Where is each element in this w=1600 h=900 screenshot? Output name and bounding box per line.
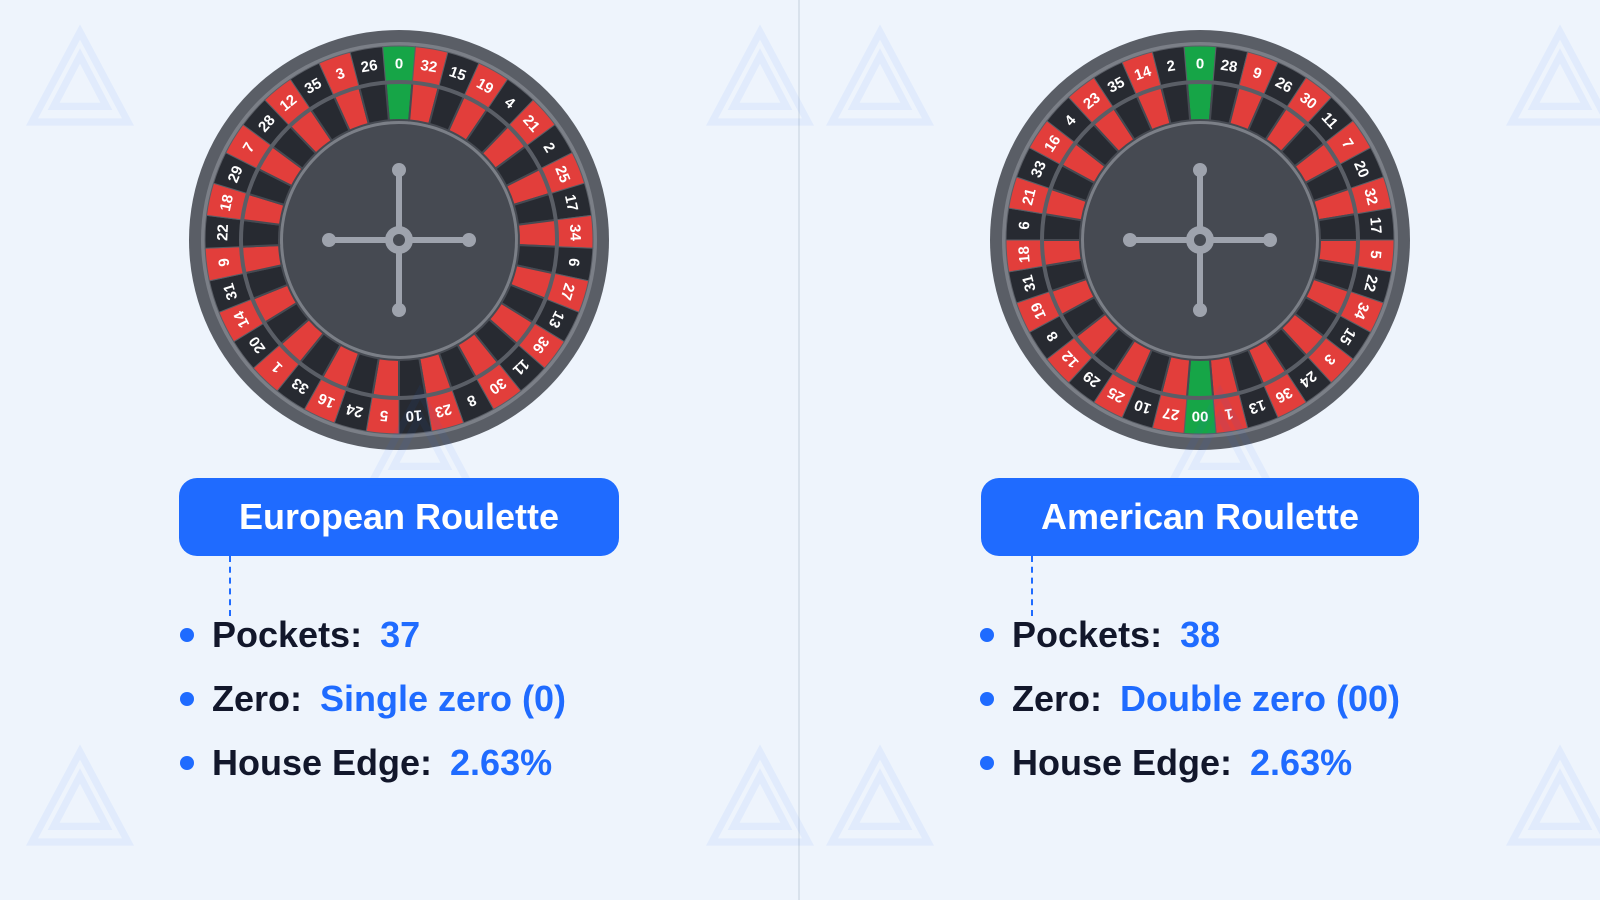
title-badge-american: American Roulette <box>981 478 1419 556</box>
svg-text:6: 6 <box>1016 221 1034 231</box>
bullet-icon <box>180 692 194 706</box>
stat-value: Single zero (0) <box>320 678 566 720</box>
svg-text:17: 17 <box>1366 216 1384 234</box>
svg-text:10: 10 <box>405 406 423 424</box>
stat-label: House Edge: <box>212 742 432 784</box>
stat-label: House Edge: <box>1012 742 1232 784</box>
title-text: American Roulette <box>1041 496 1359 537</box>
stat-row: Pockets: 37 <box>180 614 566 656</box>
svg-text:17: 17 <box>561 193 581 213</box>
stat-value: 37 <box>380 614 420 656</box>
svg-text:32: 32 <box>419 57 438 77</box>
svg-text:27: 27 <box>1161 404 1180 424</box>
svg-text:0: 0 <box>395 56 403 73</box>
bullet-icon <box>980 756 994 770</box>
stat-value: 38 <box>1180 614 1220 656</box>
stat-row: Zero: Single zero (0) <box>180 678 566 720</box>
connector-line <box>1031 556 1033 616</box>
bullet-icon <box>980 692 994 706</box>
panel-american: 0289263011720321752234153243613100271025… <box>800 0 1600 900</box>
svg-text:28: 28 <box>1219 57 1238 77</box>
svg-text:18: 18 <box>1015 246 1033 264</box>
title-badge-european: European Roulette <box>179 478 619 556</box>
svg-text:18: 18 <box>217 193 237 213</box>
stat-row: House Edge: 2.63% <box>980 742 1400 784</box>
stat-label: Zero: <box>1012 678 1102 720</box>
svg-text:5: 5 <box>1367 250 1385 260</box>
stat-value: Double zero (00) <box>1120 678 1400 720</box>
stat-label: Pockets: <box>1012 614 1162 656</box>
bullet-icon <box>180 756 194 770</box>
stat-label: Pockets: <box>212 614 362 656</box>
stat-row: Pockets: 38 <box>980 614 1400 656</box>
connector-line <box>229 556 231 616</box>
svg-text:26: 26 <box>360 57 379 77</box>
svg-text:00: 00 <box>1192 408 1209 425</box>
title-text: European Roulette <box>239 496 559 537</box>
stat-value: 2.63% <box>450 742 552 784</box>
panel-european: 0321519421225173462713361130823105241633… <box>0 0 800 900</box>
stat-label: Zero: <box>212 678 302 720</box>
stat-value: 2.63% <box>1250 742 1352 784</box>
stats-european: Pockets: 37 Zero: Single zero (0) House Edge… <box>180 614 566 784</box>
stats-american: Pockets: 38 Zero: Double zero (00) House Edg… <box>980 614 1400 784</box>
wheel-european: 0321519421225173462713361130823105241633… <box>189 30 609 450</box>
svg-text:5: 5 <box>379 407 389 425</box>
stat-row: Zero: Double zero (00) <box>980 678 1400 720</box>
svg-text:22: 22 <box>214 224 232 241</box>
svg-text:0: 0 <box>1196 56 1204 73</box>
stat-row: House Edge: 2.63% <box>180 742 566 784</box>
wheel-american: 0289263011720321752234153243613100271025… <box>990 30 1410 450</box>
bullet-icon <box>980 628 994 642</box>
svg-text:34: 34 <box>566 224 584 242</box>
bullet-icon <box>180 628 194 642</box>
